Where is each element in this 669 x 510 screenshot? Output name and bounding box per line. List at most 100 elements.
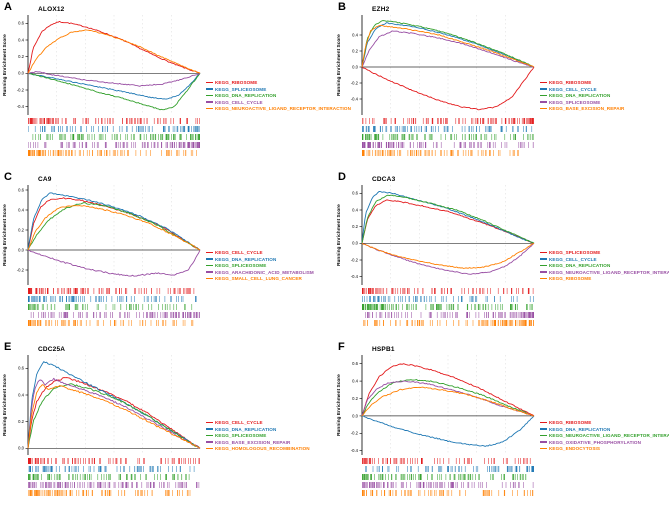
legend-swatch-icon <box>540 441 547 443</box>
svg-text:-0.2: -0.2 <box>351 257 359 262</box>
legend: KEGG_RIBOSOME KEGG_SPLICEOSOME KEGG_DNA_RE… <box>206 80 351 111</box>
panel-label: B <box>338 1 346 13</box>
legend-label: KEGG_NEUROACTIVE_LIGAND_RECEPTOR_INTERAC… <box>215 106 352 111</box>
gsea-panel-d: D CDCA3 Running Enrichment Score -0.4 -0.… <box>334 170 669 340</box>
y-axis-label: Running Enrichment Score <box>3 374 8 436</box>
gene-title: ALOX12 <box>38 6 65 13</box>
legend-swatch-icon <box>206 421 213 424</box>
legend-label: KEGG_RIBOSOME <box>549 80 592 85</box>
legend-swatch-icon <box>540 264 547 267</box>
legend-swatch-icon <box>540 81 547 84</box>
panel-label: D <box>338 171 346 183</box>
svg-text:-0.4: -0.4 <box>351 274 359 279</box>
svg-text:-0.4: -0.4 <box>17 104 25 109</box>
legend-label: KEGG_SPLICEOSOME <box>549 99 601 105</box>
legend-swatch-icon <box>206 88 213 90</box>
legend-swatch-icon <box>206 94 213 97</box>
gene-hit-rug <box>362 288 534 326</box>
legend-label: KEGG_SPLICEOSOME <box>215 263 267 268</box>
enrichment-plot: -0.4 -0.2 0.0 0.2 0.4 <box>351 15 535 115</box>
svg-text:-0.2: -0.2 <box>351 431 359 436</box>
legend-label: KEGG_CELL_CYCLE <box>549 86 597 92</box>
legend-label: KEGG_CELL_CYCLE <box>215 420 263 425</box>
legend-label: KEGG_DNA_REPLICATION <box>549 93 611 98</box>
legend-label: KEGG_DNA_REPLICATION <box>549 263 611 268</box>
svg-text:0.6: 0.6 <box>18 21 24 26</box>
legend-item: KEGG_HOMOLOGOUS_RECOMBINATION <box>206 446 332 451</box>
legend-swatch-icon <box>206 447 213 450</box>
legend-label: KEGG_SPLICEOSOME <box>215 433 267 438</box>
legend-item: KEGG_CELL_CYCLE <box>540 87 666 92</box>
legend-swatch-icon <box>206 107 213 110</box>
gene-title: HSPB1 <box>372 346 395 353</box>
gene-hit-rug <box>362 118 534 156</box>
legend-swatch-icon <box>206 434 213 437</box>
legend-label: KEGG_NEUROACTIVE_LIGAND_RECEPTOR_INTERAC… <box>549 433 669 438</box>
legend-swatch-icon <box>206 428 213 430</box>
legend-item: KEGG_NEUROACTIVE_LIGAND_RECEPTOR_INTERAC… <box>206 106 351 111</box>
gsea-panel-c: C CA9 Running Enrichment Score -0.2 0.0 0.… <box>0 170 334 340</box>
svg-text:0.0: 0.0 <box>352 241 358 246</box>
gene-hit-rug <box>28 288 200 326</box>
legend-swatch-icon <box>540 428 547 430</box>
gene-title: CDCA3 <box>372 176 396 183</box>
legend-swatch-icon <box>540 251 547 254</box>
svg-text:0.6: 0.6 <box>18 187 24 192</box>
legend-label: KEGG_RIBOSOME <box>215 80 258 85</box>
panel-label: F <box>338 341 345 353</box>
legend-swatch-icon <box>540 107 547 110</box>
legend-label: KEGG_SMALL_CELL_LUNG_CANCER <box>215 276 302 281</box>
legend-swatch-icon <box>206 441 213 443</box>
svg-text:-0.2: -0.2 <box>17 267 25 272</box>
gsea-panel-a: A ALOX12 Running Enrichment Score -0.4 -0… <box>0 0 351 170</box>
enrichment-plot: -0.4 -0.2 0.0 0.2 0.4 0.6 <box>351 185 535 285</box>
legend-item: KEGG_BASE_EXCISION_REPAIR <box>206 440 332 445</box>
legend-item: KEGG_BASE_EXCISION_REPAIR <box>540 106 666 111</box>
legend-swatch-icon <box>540 421 547 424</box>
svg-text:-0.4: -0.4 <box>351 96 359 101</box>
legend-label: KEGG_SPLICEOSOME <box>215 86 267 92</box>
legend-item: KEGG_CELL_CYCLE <box>206 100 332 105</box>
enrichment-plot: 0.0 0.2 0.4 0.6 <box>18 355 201 455</box>
legend-swatch-icon <box>206 277 213 280</box>
legend-item: KEGG_ENDOCYTOSIS <box>540 446 666 451</box>
legend-item: KEGG_DNA_REPLICATION <box>206 427 332 432</box>
gene-hit-rug <box>28 118 200 156</box>
legend: KEGG_SPLICEOSOME KEGG_CELL_CYCLE KEGG_DNA_… <box>540 250 669 281</box>
svg-text:0.2: 0.2 <box>18 419 24 424</box>
legend-swatch-icon <box>206 81 213 84</box>
panel-label: A <box>4 1 12 13</box>
legend-item: KEGG_CELL_CYCLE <box>540 257 666 262</box>
svg-text:-0.2: -0.2 <box>17 87 25 92</box>
legend-item: KEGG_CELL_CYCLE <box>206 250 332 255</box>
y-axis-label: Running Enrichment Score <box>3 204 8 266</box>
legend-item: KEGG_DNA_REPLICATION <box>206 93 332 98</box>
svg-text:0.2: 0.2 <box>352 48 358 53</box>
legend-swatch-icon <box>540 434 547 437</box>
legend-item: KEGG_DNA_REPLICATION <box>206 257 332 262</box>
legend-item: KEGG_SPLICEOSOME <box>540 100 666 105</box>
panel-label: E <box>4 341 12 353</box>
legend-item: KEGG_SPLICEOSOME <box>206 87 332 92</box>
svg-text:0.2: 0.2 <box>18 227 24 232</box>
y-axis-label: Running Enrichment Score <box>3 34 8 96</box>
svg-text:0.0: 0.0 <box>352 413 358 418</box>
svg-text:0.2: 0.2 <box>352 224 358 229</box>
legend-swatch-icon <box>540 94 547 97</box>
svg-text:0.6: 0.6 <box>18 366 24 371</box>
svg-text:-0.2: -0.2 <box>351 80 359 85</box>
enrichment-plot: -0.4 -0.2 0.0 0.2 0.4 0.6 <box>351 355 535 455</box>
panel-label: C <box>4 171 12 183</box>
gsea-panel-e: E CDC25A Running Enrichment Score 0.0 0.2… <box>0 340 334 510</box>
legend-label: KEGG_HOMOLOGOUS_RECOMBINATION <box>215 446 310 451</box>
legend-item: KEGG_RIBOSOME <box>540 80 666 85</box>
legend-swatch-icon <box>540 277 547 280</box>
legend-item: KEGG_RIBOSOME <box>206 80 332 85</box>
svg-text:0.0: 0.0 <box>18 247 24 252</box>
legend-swatch-icon <box>540 447 547 450</box>
legend-swatch-icon <box>540 258 547 260</box>
enrichment-plot: -0.2 0.0 0.2 0.4 0.6 <box>17 185 201 285</box>
legend-label: KEGG_CELL_CYCLE <box>215 99 263 105</box>
y-axis-label: Running Enrichment Score <box>337 374 342 436</box>
